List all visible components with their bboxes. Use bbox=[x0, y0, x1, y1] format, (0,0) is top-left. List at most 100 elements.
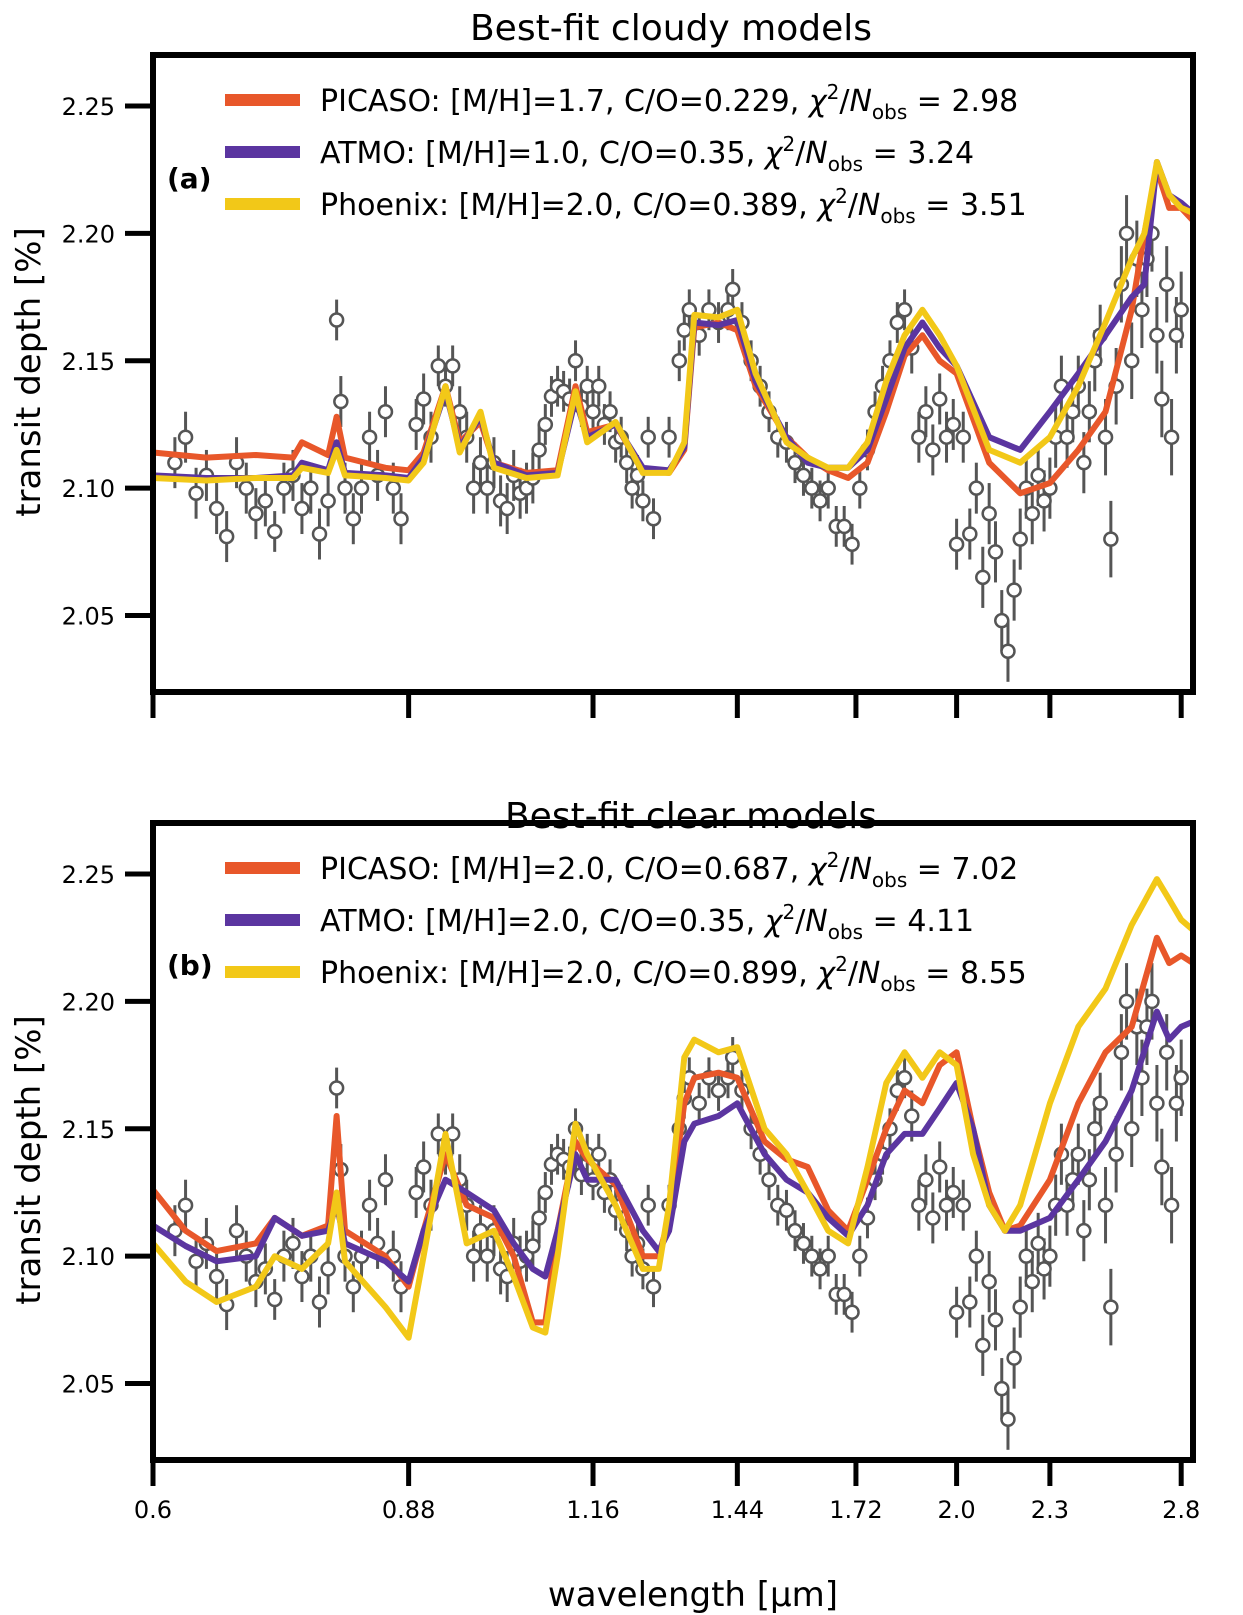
data-point bbox=[537, 416, 554, 433]
x-tick-label: 2.0 bbox=[938, 1496, 976, 1524]
data-point bbox=[1149, 327, 1165, 344]
data-point bbox=[710, 1082, 727, 1099]
data-point bbox=[444, 358, 461, 374]
data-point bbox=[499, 500, 515, 517]
data-point bbox=[994, 1380, 1010, 1397]
data-point bbox=[1070, 1146, 1087, 1162]
x-tick-label: 1.16 bbox=[566, 1496, 619, 1524]
x-axis-label: wavelength [μm] bbox=[548, 1575, 838, 1615]
data-point bbox=[294, 1268, 310, 1285]
data-point bbox=[1163, 1197, 1180, 1213]
data-point bbox=[177, 1197, 194, 1213]
data-point bbox=[1036, 493, 1052, 509]
data-point bbox=[1018, 1248, 1035, 1264]
data-point bbox=[208, 1268, 225, 1285]
data-point bbox=[311, 1294, 328, 1310]
data-point bbox=[618, 454, 635, 471]
data-point bbox=[931, 1159, 948, 1175]
data-point bbox=[1097, 429, 1114, 445]
data-point bbox=[320, 493, 336, 509]
data-point bbox=[311, 526, 328, 542]
x-tick-label: 0.88 bbox=[382, 1496, 435, 1524]
data-point bbox=[761, 1171, 777, 1188]
data-point bbox=[1006, 582, 1022, 598]
data-point bbox=[962, 526, 978, 542]
legend-entry-text: PICASO: [M/H]=1.7, C/O=0.229, χ2/Nobs = … bbox=[320, 80, 1018, 124]
data-point bbox=[981, 505, 997, 522]
data-point bbox=[1024, 1273, 1040, 1290]
data-point bbox=[1000, 643, 1016, 659]
data-point bbox=[778, 1202, 795, 1219]
y-tick-label: 2.20 bbox=[62, 220, 115, 248]
panel-b-title: Best-fit clear models bbox=[505, 796, 877, 837]
data-point bbox=[1059, 429, 1075, 445]
panel-b-legend: PICASO: [M/H]=2.0, C/O=0.687, χ2/Nobs = … bbox=[225, 848, 1027, 996]
data-point bbox=[844, 536, 860, 552]
y-tick-label: 2.15 bbox=[62, 1116, 115, 1144]
data-point bbox=[602, 403, 618, 420]
data-point bbox=[408, 1184, 424, 1201]
data-point bbox=[415, 1159, 432, 1175]
x-tick-label: 0.6 bbox=[134, 1496, 172, 1524]
data-point bbox=[285, 1235, 301, 1252]
data-point bbox=[430, 358, 447, 374]
data-point bbox=[408, 416, 424, 433]
data-point bbox=[188, 1253, 204, 1270]
panel-a-title: Best-fit cloudy models bbox=[470, 8, 872, 49]
data-point bbox=[918, 1171, 934, 1188]
data-point bbox=[852, 480, 868, 496]
data-point bbox=[820, 1248, 836, 1264]
data-point bbox=[640, 429, 656, 445]
data-point bbox=[640, 1197, 656, 1213]
data-point bbox=[337, 480, 353, 496]
data-point bbox=[1158, 1044, 1175, 1061]
data-point bbox=[1103, 531, 1119, 547]
x-tick-label: 1.44 bbox=[711, 1496, 764, 1524]
y-tick-label: 2.25 bbox=[62, 93, 115, 121]
data-point bbox=[385, 480, 402, 496]
x-tick-label: 2.8 bbox=[1162, 1496, 1200, 1524]
data-point bbox=[948, 1304, 965, 1320]
data-point bbox=[1012, 1299, 1028, 1315]
data-point bbox=[804, 1248, 820, 1264]
data-point bbox=[676, 322, 693, 338]
data-point bbox=[975, 569, 991, 586]
data-point bbox=[1123, 1121, 1140, 1137]
data-point bbox=[987, 544, 1004, 560]
panel-a-legend: PICASO: [M/H]=1.7, C/O=0.229, χ2/Nobs = … bbox=[225, 80, 1027, 228]
data-point bbox=[635, 493, 651, 509]
data-point bbox=[1076, 1222, 1092, 1239]
data-point bbox=[585, 403, 601, 420]
legend-entry-text: Phoenix: [M/H]=2.0, C/O=0.389, χ2/Nobs =… bbox=[320, 184, 1027, 228]
data-point bbox=[795, 467, 812, 484]
panel-a-ylabel-text: transit depth [%] bbox=[9, 227, 49, 517]
data-point bbox=[393, 510, 409, 527]
panel-clear-models: Best-fit clear models transit depth [%] … bbox=[9, 796, 1200, 1615]
data-point bbox=[896, 302, 913, 318]
data-point bbox=[903, 1108, 920, 1124]
data-point bbox=[836, 518, 852, 535]
data-point bbox=[1118, 225, 1135, 242]
data-point bbox=[987, 1312, 1004, 1328]
data-point bbox=[1030, 467, 1046, 484]
panel-a-label: (a) bbox=[167, 162, 212, 195]
data-point bbox=[1163, 429, 1180, 445]
panel-cloudy-models: Best-fit cloudy models transit depth [%]… bbox=[9, 8, 1196, 718]
data-point bbox=[238, 480, 255, 496]
data-point bbox=[911, 1197, 927, 1213]
data-point bbox=[345, 510, 362, 527]
data-point bbox=[994, 612, 1010, 629]
data-point bbox=[1103, 1299, 1119, 1315]
data-point bbox=[804, 480, 820, 496]
data-point bbox=[1000, 1411, 1016, 1427]
data-point bbox=[1168, 327, 1185, 344]
data-point bbox=[1081, 1171, 1098, 1188]
series-line-atmo bbox=[151, 1008, 1195, 1285]
data-point bbox=[1076, 454, 1092, 471]
data-point bbox=[968, 1248, 985, 1264]
data-point bbox=[361, 429, 378, 445]
data-point bbox=[320, 1261, 336, 1277]
y-tick-label: 2.10 bbox=[62, 1243, 115, 1271]
y-tick-label: 2.05 bbox=[62, 1371, 115, 1399]
data-point bbox=[333, 393, 349, 410]
